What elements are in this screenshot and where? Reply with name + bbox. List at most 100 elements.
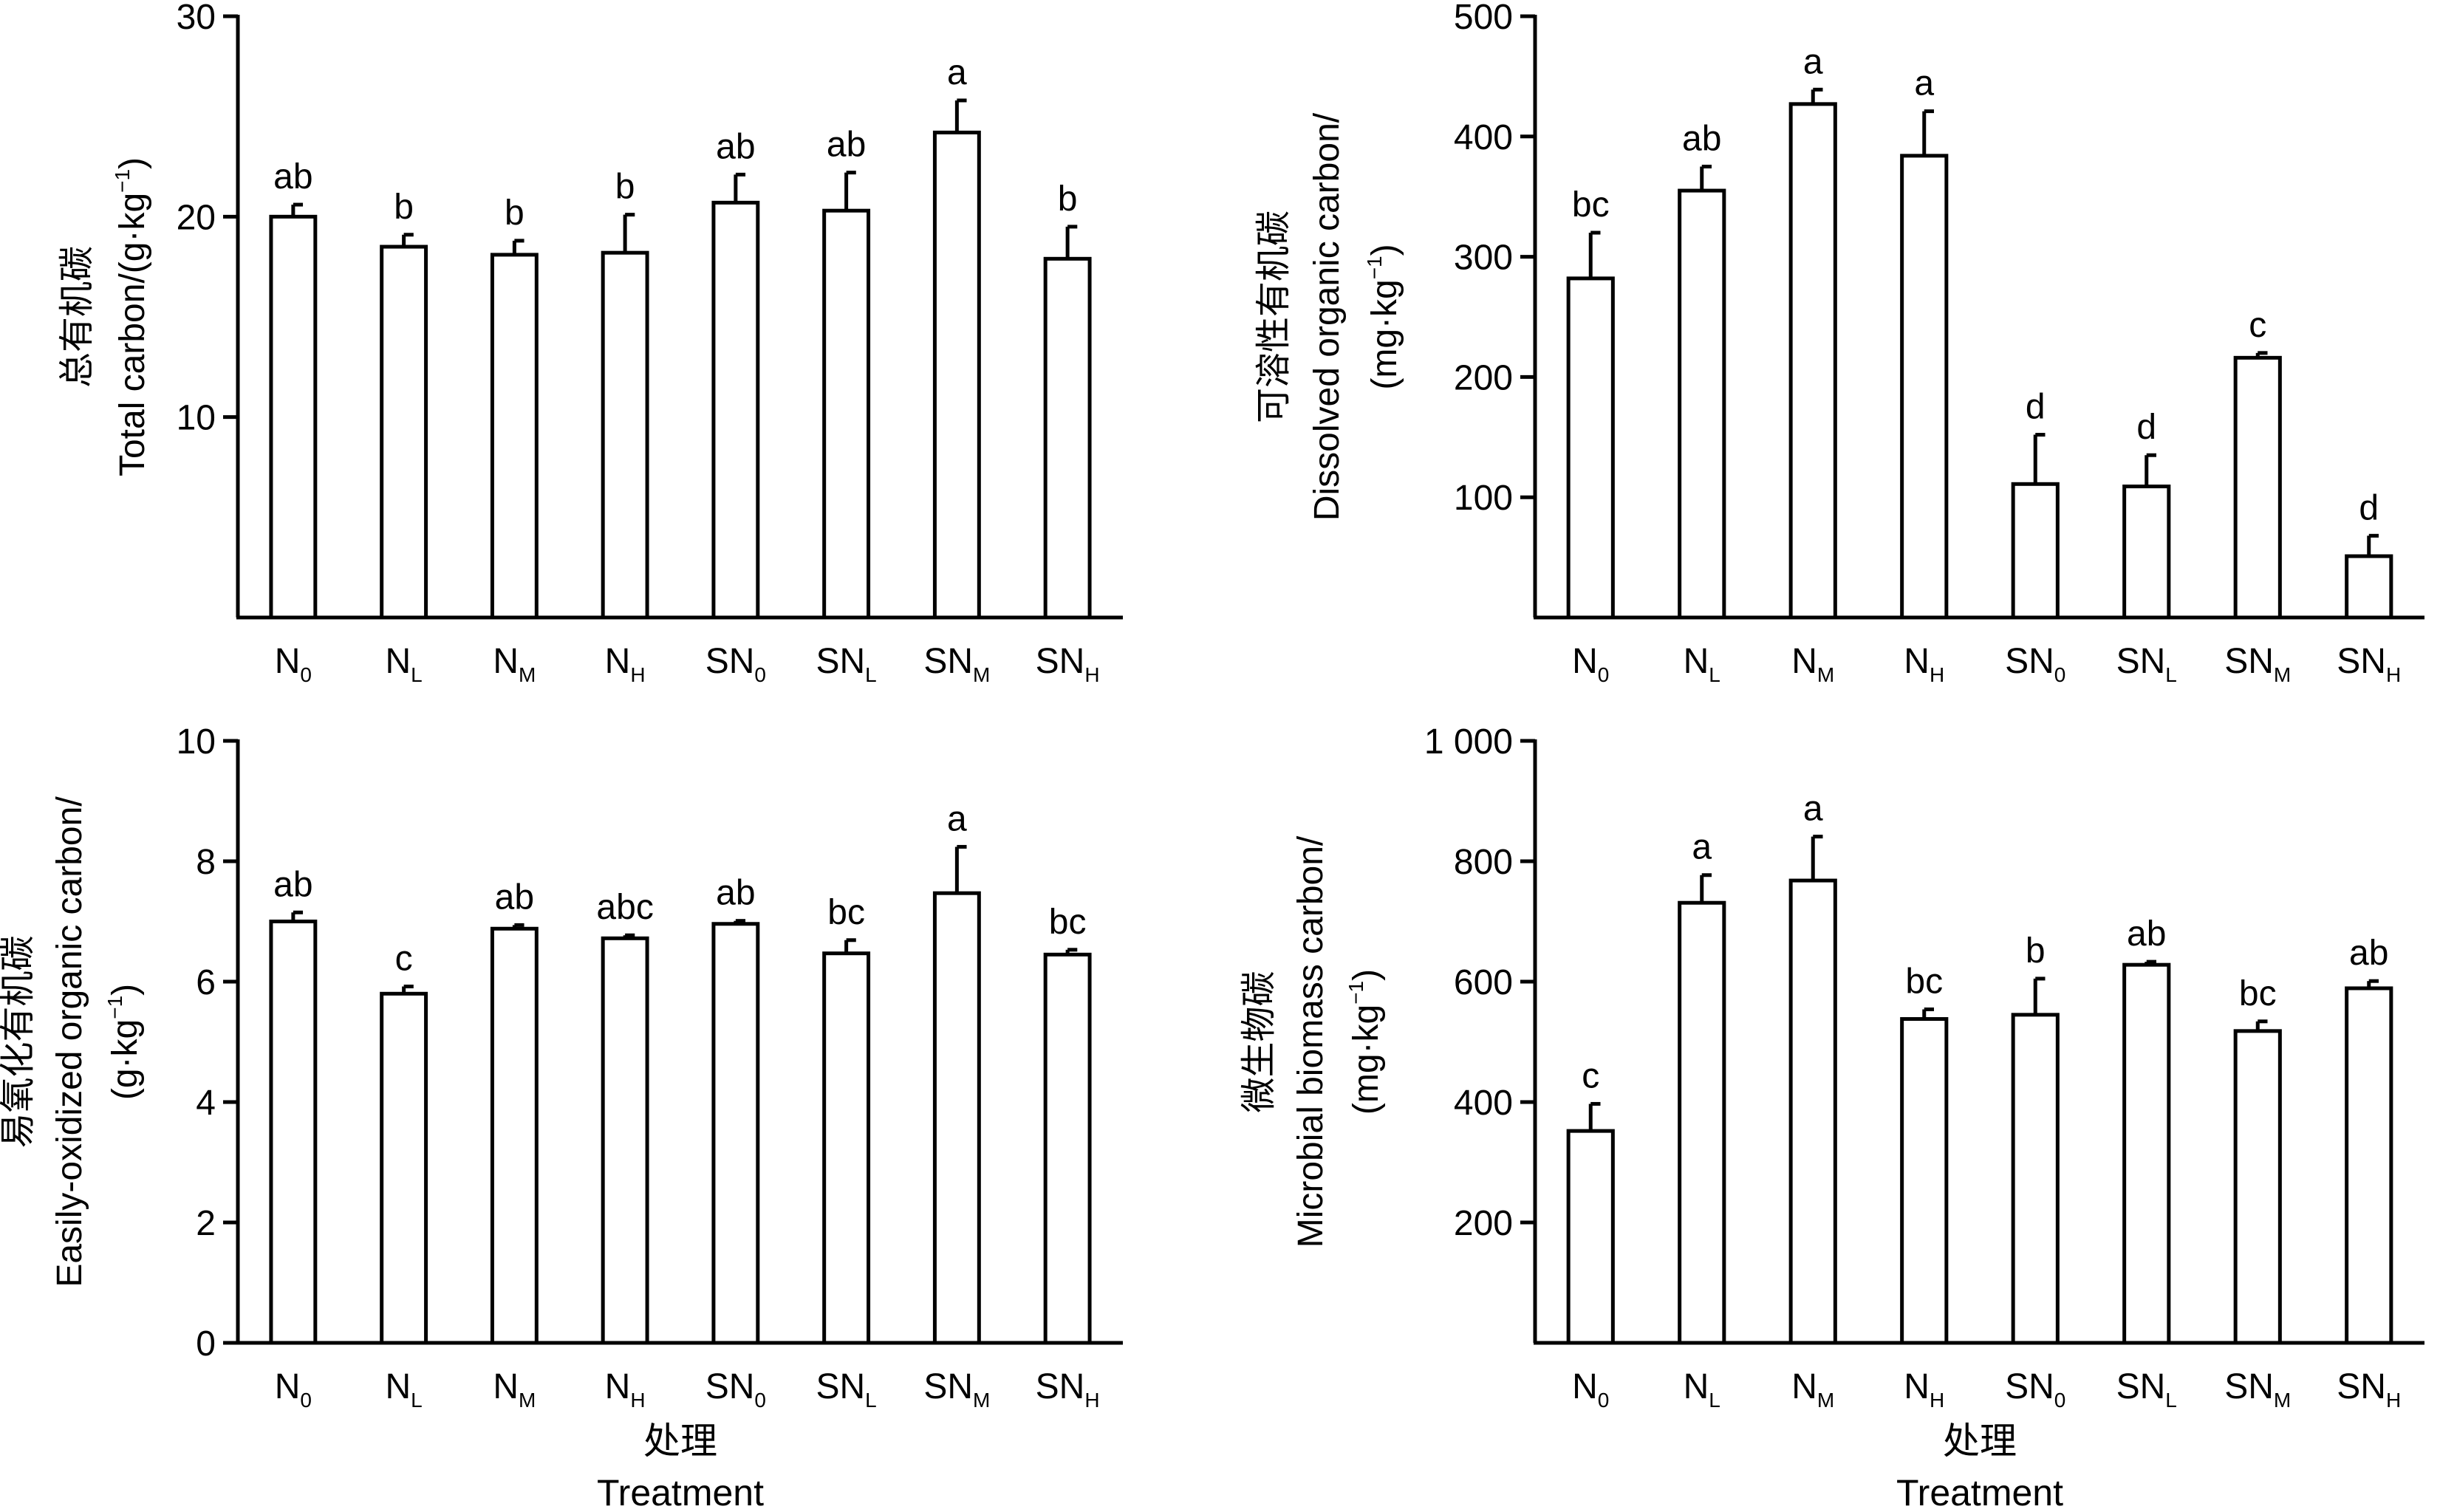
bar bbox=[269, 920, 318, 1345]
x-tick-label-sub: M bbox=[519, 1389, 536, 1412]
y-tick-label: 200 bbox=[1454, 358, 1513, 397]
significance-letter: ab bbox=[716, 127, 755, 166]
significance-letter: ab bbox=[716, 874, 755, 913]
x-tick-label: N0 bbox=[275, 642, 312, 686]
bar bbox=[490, 926, 539, 1345]
x-tick-label: N0 bbox=[1572, 642, 1609, 686]
significance-letter: bc bbox=[2239, 974, 2277, 1013]
x-tick-label-base: SN bbox=[2005, 1367, 2054, 1406]
x-tick-label-base: N bbox=[1904, 1367, 1930, 1406]
bar bbox=[2233, 1029, 2282, 1345]
x-tick-label-sub: L bbox=[1709, 1389, 1720, 1412]
x-tick-label-base: SN bbox=[2005, 642, 2054, 681]
bar bbox=[601, 936, 649, 1345]
y-axis-title-cn: 微生物碳 bbox=[1240, 971, 1279, 1112]
x-tick-label-sub: H bbox=[630, 663, 645, 686]
significance-letter: a bbox=[1803, 42, 1823, 81]
y-axis-title-unit-sup: −1 bbox=[1344, 981, 1367, 1005]
significance-letter: a bbox=[947, 53, 967, 92]
significance-letter: d bbox=[2136, 408, 2156, 447]
y-tick-label: 400 bbox=[1454, 1084, 1513, 1123]
bar bbox=[269, 214, 318, 620]
y-axis-title-unit-text: (mg·kg bbox=[1365, 279, 1404, 389]
y-axis-title-en: Total carbon/(g·kg−1) bbox=[111, 157, 152, 476]
panel-dissolved-organic-carbon: 100200300400500bcN0abNLaNMaNHdSN0dSNLcSN… bbox=[1254, 0, 2424, 686]
x-tick-label-base: N bbox=[275, 642, 301, 681]
x-tick-label-sub: M bbox=[973, 663, 990, 686]
x-tick-label-sub: M bbox=[1817, 1389, 1834, 1412]
bar bbox=[490, 253, 539, 620]
x-tick-label-base: N bbox=[493, 1367, 519, 1406]
y-axis-title-en-text: Dissolved organic carbon/ bbox=[1308, 112, 1347, 521]
bar bbox=[1678, 188, 1726, 620]
y-axis-title-unit: (g·kg−1) bbox=[103, 984, 145, 1100]
significance-letter: bc bbox=[1905, 962, 1943, 1001]
significance-letter: a bbox=[1914, 64, 1934, 103]
y-axis-title-unit-close: ) bbox=[106, 984, 145, 996]
y-axis-title-unit: (mg·kg−1) bbox=[1363, 244, 1404, 389]
y-axis-title-en-close: ) bbox=[113, 157, 152, 169]
x-tick-label-base: SN bbox=[705, 642, 755, 681]
bar bbox=[2011, 1013, 2060, 1345]
y-axis-title-cn: 易氧化有机碳 bbox=[0, 935, 38, 1148]
y-axis-title-unit-close: ) bbox=[1365, 244, 1404, 256]
significance-letter: b bbox=[1058, 179, 1078, 219]
y-tick-label: 10 bbox=[177, 399, 216, 438]
x-tick-label-sub: L bbox=[2165, 1389, 2177, 1412]
x-tick-label-base: N bbox=[1684, 642, 1709, 681]
y-axis-title-unit-close: ) bbox=[1347, 969, 1386, 981]
x-tick-label: SNL bbox=[816, 1367, 876, 1412]
x-axis-title-cn: 处理 bbox=[643, 1420, 717, 1462]
y-tick-label: 800 bbox=[1454, 843, 1513, 882]
x-tick-label-sub: H bbox=[1084, 663, 1099, 686]
significance-letter: abc bbox=[596, 888, 653, 927]
y-tick-label: 30 bbox=[177, 0, 216, 37]
x-tick-label: SN0 bbox=[705, 642, 766, 686]
x-tick-label: NH bbox=[1904, 642, 1944, 686]
x-tick-label-base: N bbox=[1791, 1367, 1817, 1406]
significance-letter: bc bbox=[1572, 185, 1610, 225]
x-tick-label-base: N bbox=[1572, 1367, 1598, 1406]
y-axis-title-cn: 总有机碳 bbox=[58, 246, 97, 388]
x-tick-label-sub: H bbox=[1930, 1389, 1944, 1412]
x-tick-label-base: SN bbox=[1036, 642, 1085, 681]
significance-letter: b bbox=[2026, 931, 2046, 971]
x-tick-label: NM bbox=[1791, 642, 1834, 686]
x-tick-label: NM bbox=[1791, 1367, 1834, 1412]
bar bbox=[1900, 1017, 1949, 1345]
bar bbox=[1566, 276, 1615, 620]
x-tick-label-sub: 0 bbox=[300, 1389, 312, 1412]
significance-letter: bc bbox=[827, 893, 865, 932]
y-axis-title-unit-sup: −1 bbox=[1363, 256, 1386, 279]
x-tick-label-sub: M bbox=[519, 663, 536, 686]
x-tick-label-sub: 0 bbox=[300, 663, 312, 686]
significance-letter: ab bbox=[495, 878, 534, 917]
x-tick-label: SNL bbox=[2116, 642, 2177, 686]
significance-letter: ab bbox=[273, 157, 312, 196]
x-tick-label-base: N bbox=[275, 1367, 301, 1406]
bar bbox=[711, 922, 760, 1345]
x-axis-title-en: Treatment bbox=[597, 1472, 764, 1512]
significance-letter: d bbox=[2026, 388, 2046, 427]
bar bbox=[1043, 256, 1092, 620]
x-tick-label-base: SN bbox=[2224, 642, 2274, 681]
x-tick-label-sub: 0 bbox=[2054, 1389, 2066, 1412]
y-tick-label: 1 000 bbox=[1424, 722, 1513, 762]
x-tick-label-sub: L bbox=[411, 663, 423, 686]
bar bbox=[711, 200, 760, 620]
x-tick-label-sub: L bbox=[1709, 663, 1720, 686]
significance-letter: a bbox=[947, 799, 967, 838]
y-axis-title-unit-sup: −1 bbox=[103, 996, 126, 1019]
x-tick-label: NH bbox=[605, 642, 646, 686]
bar bbox=[2122, 962, 2171, 1345]
x-tick-label-base: SN bbox=[923, 1367, 973, 1406]
x-tick-label-sub: H bbox=[1930, 663, 1944, 686]
y-axis-title-unit-text: (g·kg bbox=[106, 1019, 145, 1100]
x-tick-label: N0 bbox=[275, 1367, 312, 1412]
significance-letter: b bbox=[505, 194, 524, 233]
x-tick-label: NL bbox=[1684, 1367, 1720, 1412]
bar bbox=[1566, 1129, 1615, 1345]
y-axis-title-cn: 可溶性有机碳 bbox=[1254, 211, 1294, 423]
significance-letter: c bbox=[1582, 1056, 1599, 1095]
bar bbox=[2011, 482, 2060, 620]
